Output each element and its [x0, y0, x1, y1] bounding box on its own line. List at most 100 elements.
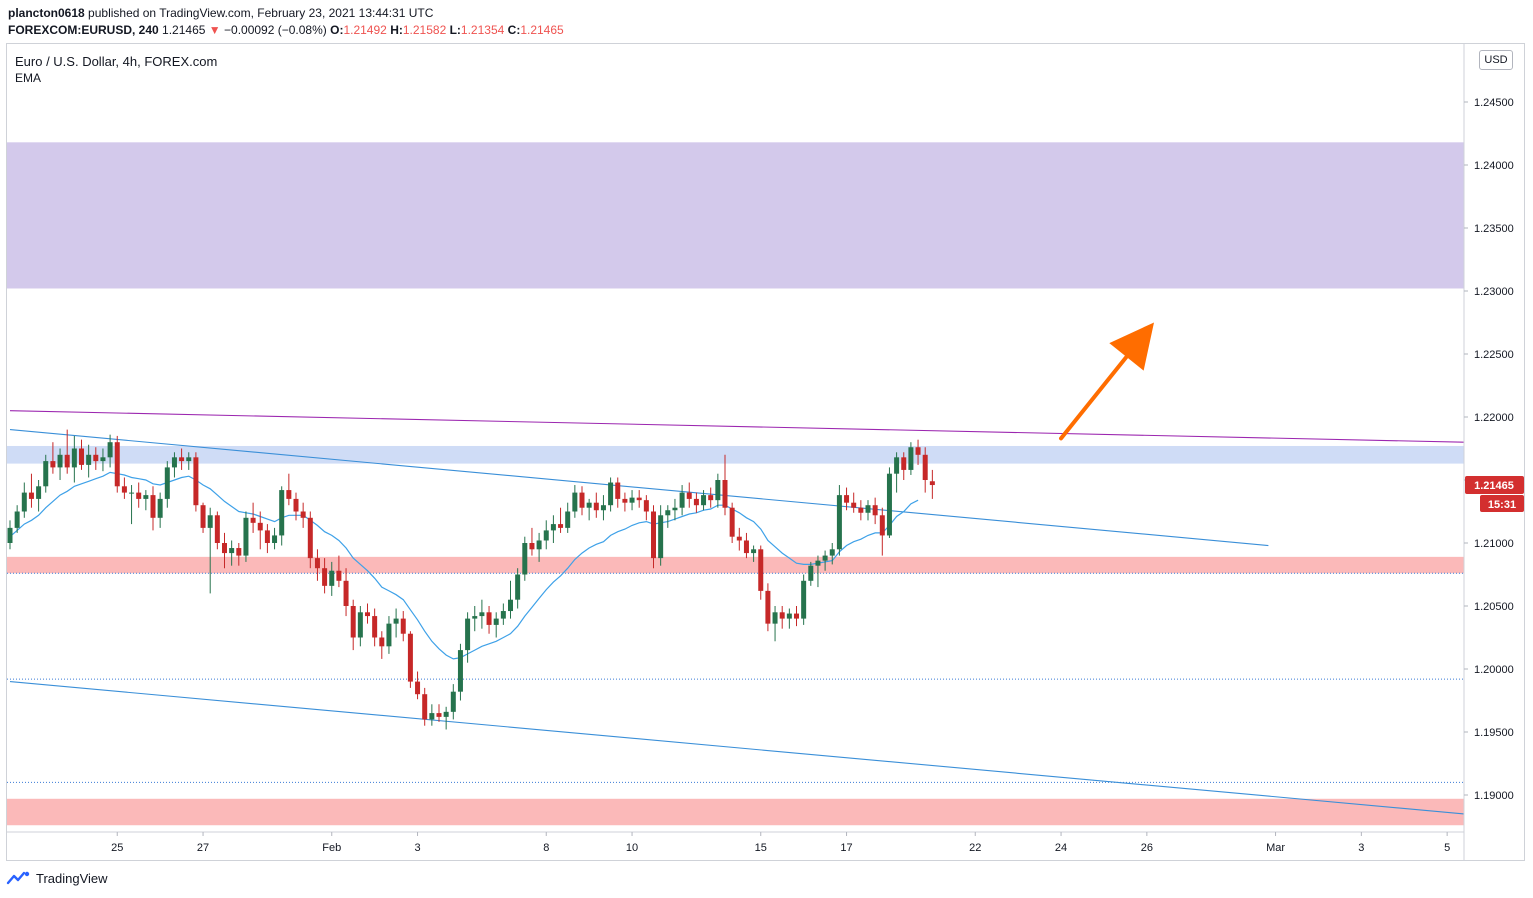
candle-body [307, 517, 313, 559]
candle-bullish [751, 545, 757, 562]
x-tick-label: 3 [1358, 842, 1364, 854]
candle-bullish [186, 452, 192, 470]
candle-bearish [136, 482, 142, 508]
y-tick-label: 1.24000 [1474, 160, 1514, 172]
candle-bullish [894, 452, 900, 493]
author-name[interactable]: plancton0618 [8, 6, 85, 20]
candle-bullish [164, 461, 170, 508]
candle-body [279, 490, 285, 536]
candle-bullish [658, 505, 664, 566]
candle-body [779, 612, 785, 619]
candle-bearish [372, 608, 378, 647]
candle-bearish [622, 492, 628, 512]
x-tick-label: Mar [1266, 842, 1285, 854]
legend-indicator[interactable]: EMA [15, 71, 42, 85]
y-tick-label: 1.22500 [1474, 349, 1514, 361]
candle-bearish [407, 631, 413, 688]
candle-bullish [908, 442, 914, 475]
candle-bearish [922, 447, 928, 493]
candle-body [572, 492, 578, 512]
candle-body [822, 555, 828, 561]
candle-body [222, 543, 227, 554]
candle-bearish [686, 482, 692, 508]
candle-bullish [679, 485, 685, 516]
candle-body [300, 511, 306, 518]
candle-bearish [150, 486, 156, 531]
candle-bearish [636, 490, 642, 508]
candle-bullish [815, 555, 821, 588]
resistance-zone [7, 445, 1464, 464]
candle-body [701, 495, 707, 506]
candle-bullish [329, 561, 335, 596]
candle-bearish [794, 606, 799, 627]
candle-body [794, 613, 799, 619]
candle-body [672, 507, 678, 511]
candle-body [229, 548, 235, 554]
candle-bearish [236, 543, 242, 566]
candle-bearish [851, 492, 857, 513]
candle-bearish [722, 454, 728, 516]
candle-body [765, 590, 771, 624]
candle-bearish [529, 527, 535, 556]
candle-body [379, 637, 385, 647]
candle-body [886, 473, 892, 536]
bar-countdown-value: 15:31 [1488, 499, 1516, 511]
candle-body [593, 502, 599, 511]
candle-body [79, 448, 84, 465]
candle-bullish [493, 612, 499, 638]
candle-body [658, 515, 664, 559]
candle-bearish [879, 507, 885, 556]
tradingview-logo-icon [6, 871, 30, 885]
candle-bullish [465, 612, 471, 663]
legend-title: Euro / U.S. Dollar, 4h, FOREX.com [15, 54, 218, 69]
currency-button[interactable]: USD [1479, 50, 1513, 70]
candle-body [236, 548, 242, 556]
candle-bullish [7, 520, 13, 550]
candle-bearish [250, 502, 256, 533]
candle-bearish [114, 435, 120, 493]
candle-bearish [121, 477, 127, 499]
candle-body [407, 633, 413, 682]
candle-bearish [200, 502, 206, 533]
candle-body [86, 454, 92, 465]
candle-bullish [386, 616, 392, 654]
candle-bullish [107, 434, 113, 468]
candle-bullish [865, 500, 871, 521]
candle-bullish [57, 448, 63, 480]
candle-bearish [400, 611, 406, 642]
candle-body [844, 495, 850, 503]
candle-bearish [593, 492, 599, 518]
candle-body [64, 454, 70, 468]
candle-bullish [886, 467, 892, 538]
x-tick-label: 10 [626, 842, 638, 854]
candle-body [536, 540, 542, 550]
symbol-label: FOREXCOM:EURUSD, 240 [8, 23, 159, 37]
y-tick-label: 1.24500 [1474, 97, 1514, 109]
candle-body [365, 612, 370, 617]
price-change: −0.00092 (−0.08%) [224, 23, 327, 37]
candle-body [28, 492, 34, 499]
candle-body [901, 457, 907, 470]
candle-body [57, 454, 63, 468]
candle-body [743, 540, 749, 554]
chart-frame [6, 43, 1525, 861]
resistance-line [9, 410, 1465, 443]
candle-bullish [786, 608, 792, 629]
candle-bearish [257, 511, 263, 550]
candle-bullish [429, 704, 435, 726]
candle-bearish [651, 505, 656, 569]
target-arrow-head [1109, 322, 1154, 371]
candle-bearish [422, 687, 428, 726]
candle-body [529, 543, 535, 550]
candle-bullish [243, 511, 249, 562]
x-tick-label: 17 [840, 842, 852, 854]
candle-body [286, 490, 292, 499]
last-price-tag [1465, 476, 1524, 494]
candle-body [386, 623, 392, 647]
x-tick-label: 15 [755, 842, 767, 854]
candle-bearish [307, 511, 313, 569]
candle-body [608, 482, 614, 506]
candle-bullish [508, 580, 513, 619]
x-tick-label: Feb [322, 842, 341, 854]
